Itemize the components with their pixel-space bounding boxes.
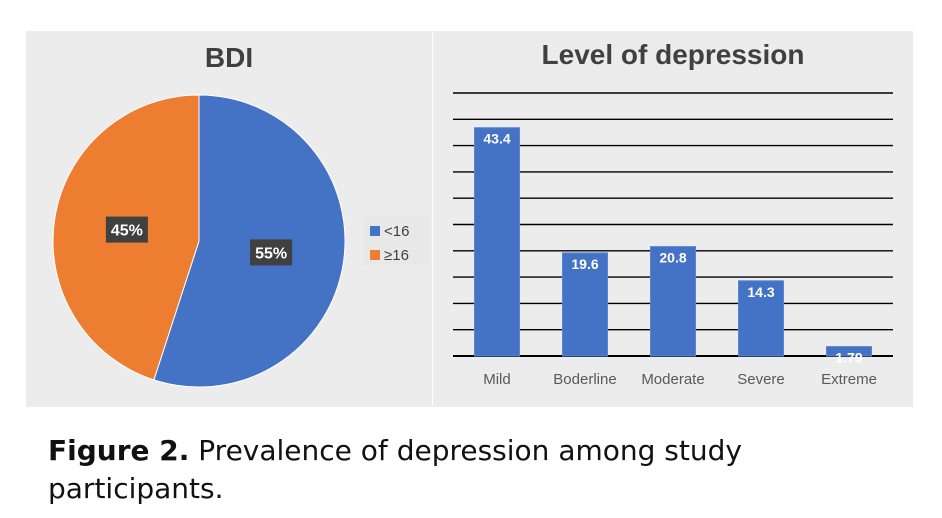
legend-label: ≥16 [384, 247, 409, 264]
x-tick-label: Boderline [553, 371, 616, 388]
x-tick-label: Severe [737, 371, 785, 388]
bar [474, 127, 520, 357]
legend-swatch [370, 226, 380, 236]
bar-data-label: 19.6 [571, 256, 598, 272]
pie-chart-panel: BDI 55% 45% <16 ≥16 [26, 31, 432, 407]
figure-caption-label: Figure 2. [48, 434, 190, 467]
pie-chart-title: BDI [205, 42, 253, 73]
pie-data-label: 45% [111, 223, 143, 240]
figure-caption: Figure 2. Prevalence of depression among… [48, 432, 908, 508]
bar-chart: Level of depression 43.4 19.6 20.8 14.3 1.79… [453, 39, 893, 388]
bar-data-label: 43.4 [483, 131, 510, 147]
bar [826, 346, 872, 357]
pie-data-label-box [105, 216, 148, 243]
pie-data-label: 55% [255, 245, 287, 262]
x-tick-label: Moderate [641, 371, 704, 388]
legend-swatch [370, 250, 380, 260]
pie-slice [153, 94, 346, 388]
pie-chart: BDI 55% 45% <16 ≥16 [52, 42, 430, 388]
bar [650, 246, 696, 357]
x-tick-label: Mild [483, 371, 511, 388]
bar-chart-panel: Level of depression 43.4 19.6 20.8 14.3 1.79… [433, 31, 913, 407]
legend-label: <16 [384, 223, 409, 240]
bar [738, 280, 784, 357]
figure-caption-text: Prevalence of depression among study par… [48, 434, 742, 505]
pie-data-label-box [250, 239, 293, 266]
bar-data-label: 14.3 [747, 284, 774, 300]
bar-data-label: 1.79 [835, 350, 862, 366]
bar-chart-title: Level of depression [542, 39, 805, 70]
x-tick-label: Extreme [821, 371, 877, 388]
bar [562, 252, 608, 357]
bar-data-label: 20.8 [659, 250, 686, 266]
